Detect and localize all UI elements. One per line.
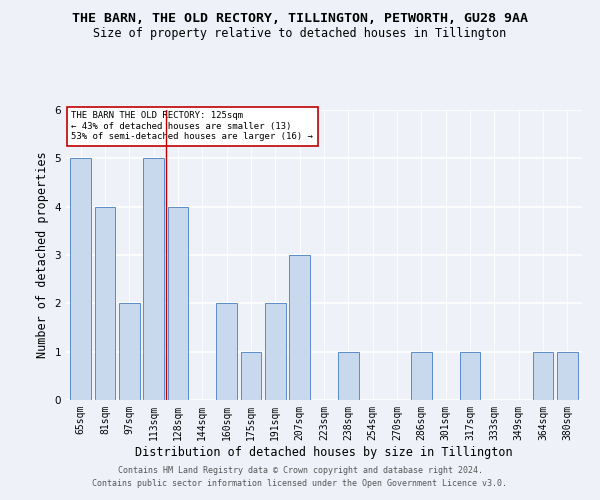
X-axis label: Distribution of detached houses by size in Tillington: Distribution of detached houses by size … <box>135 446 513 458</box>
Bar <box>289 255 310 400</box>
Bar <box>265 304 286 400</box>
Bar <box>338 352 359 400</box>
Bar <box>95 206 115 400</box>
Bar <box>216 304 237 400</box>
Bar <box>70 158 91 400</box>
Bar <box>411 352 432 400</box>
Bar <box>241 352 262 400</box>
Bar <box>557 352 578 400</box>
Text: Contains HM Land Registry data © Crown copyright and database right 2024.
Contai: Contains HM Land Registry data © Crown c… <box>92 466 508 487</box>
Bar <box>533 352 553 400</box>
Bar <box>460 352 481 400</box>
Text: THE BARN, THE OLD RECTORY, TILLINGTON, PETWORTH, GU28 9AA: THE BARN, THE OLD RECTORY, TILLINGTON, P… <box>72 12 528 26</box>
Text: THE BARN THE OLD RECTORY: 125sqm
← 43% of detached houses are smaller (13)
53% o: THE BARN THE OLD RECTORY: 125sqm ← 43% o… <box>71 112 313 141</box>
Text: Size of property relative to detached houses in Tillington: Size of property relative to detached ho… <box>94 28 506 40</box>
Bar <box>143 158 164 400</box>
Bar <box>119 304 140 400</box>
Bar <box>167 206 188 400</box>
Y-axis label: Number of detached properties: Number of detached properties <box>36 152 49 358</box>
